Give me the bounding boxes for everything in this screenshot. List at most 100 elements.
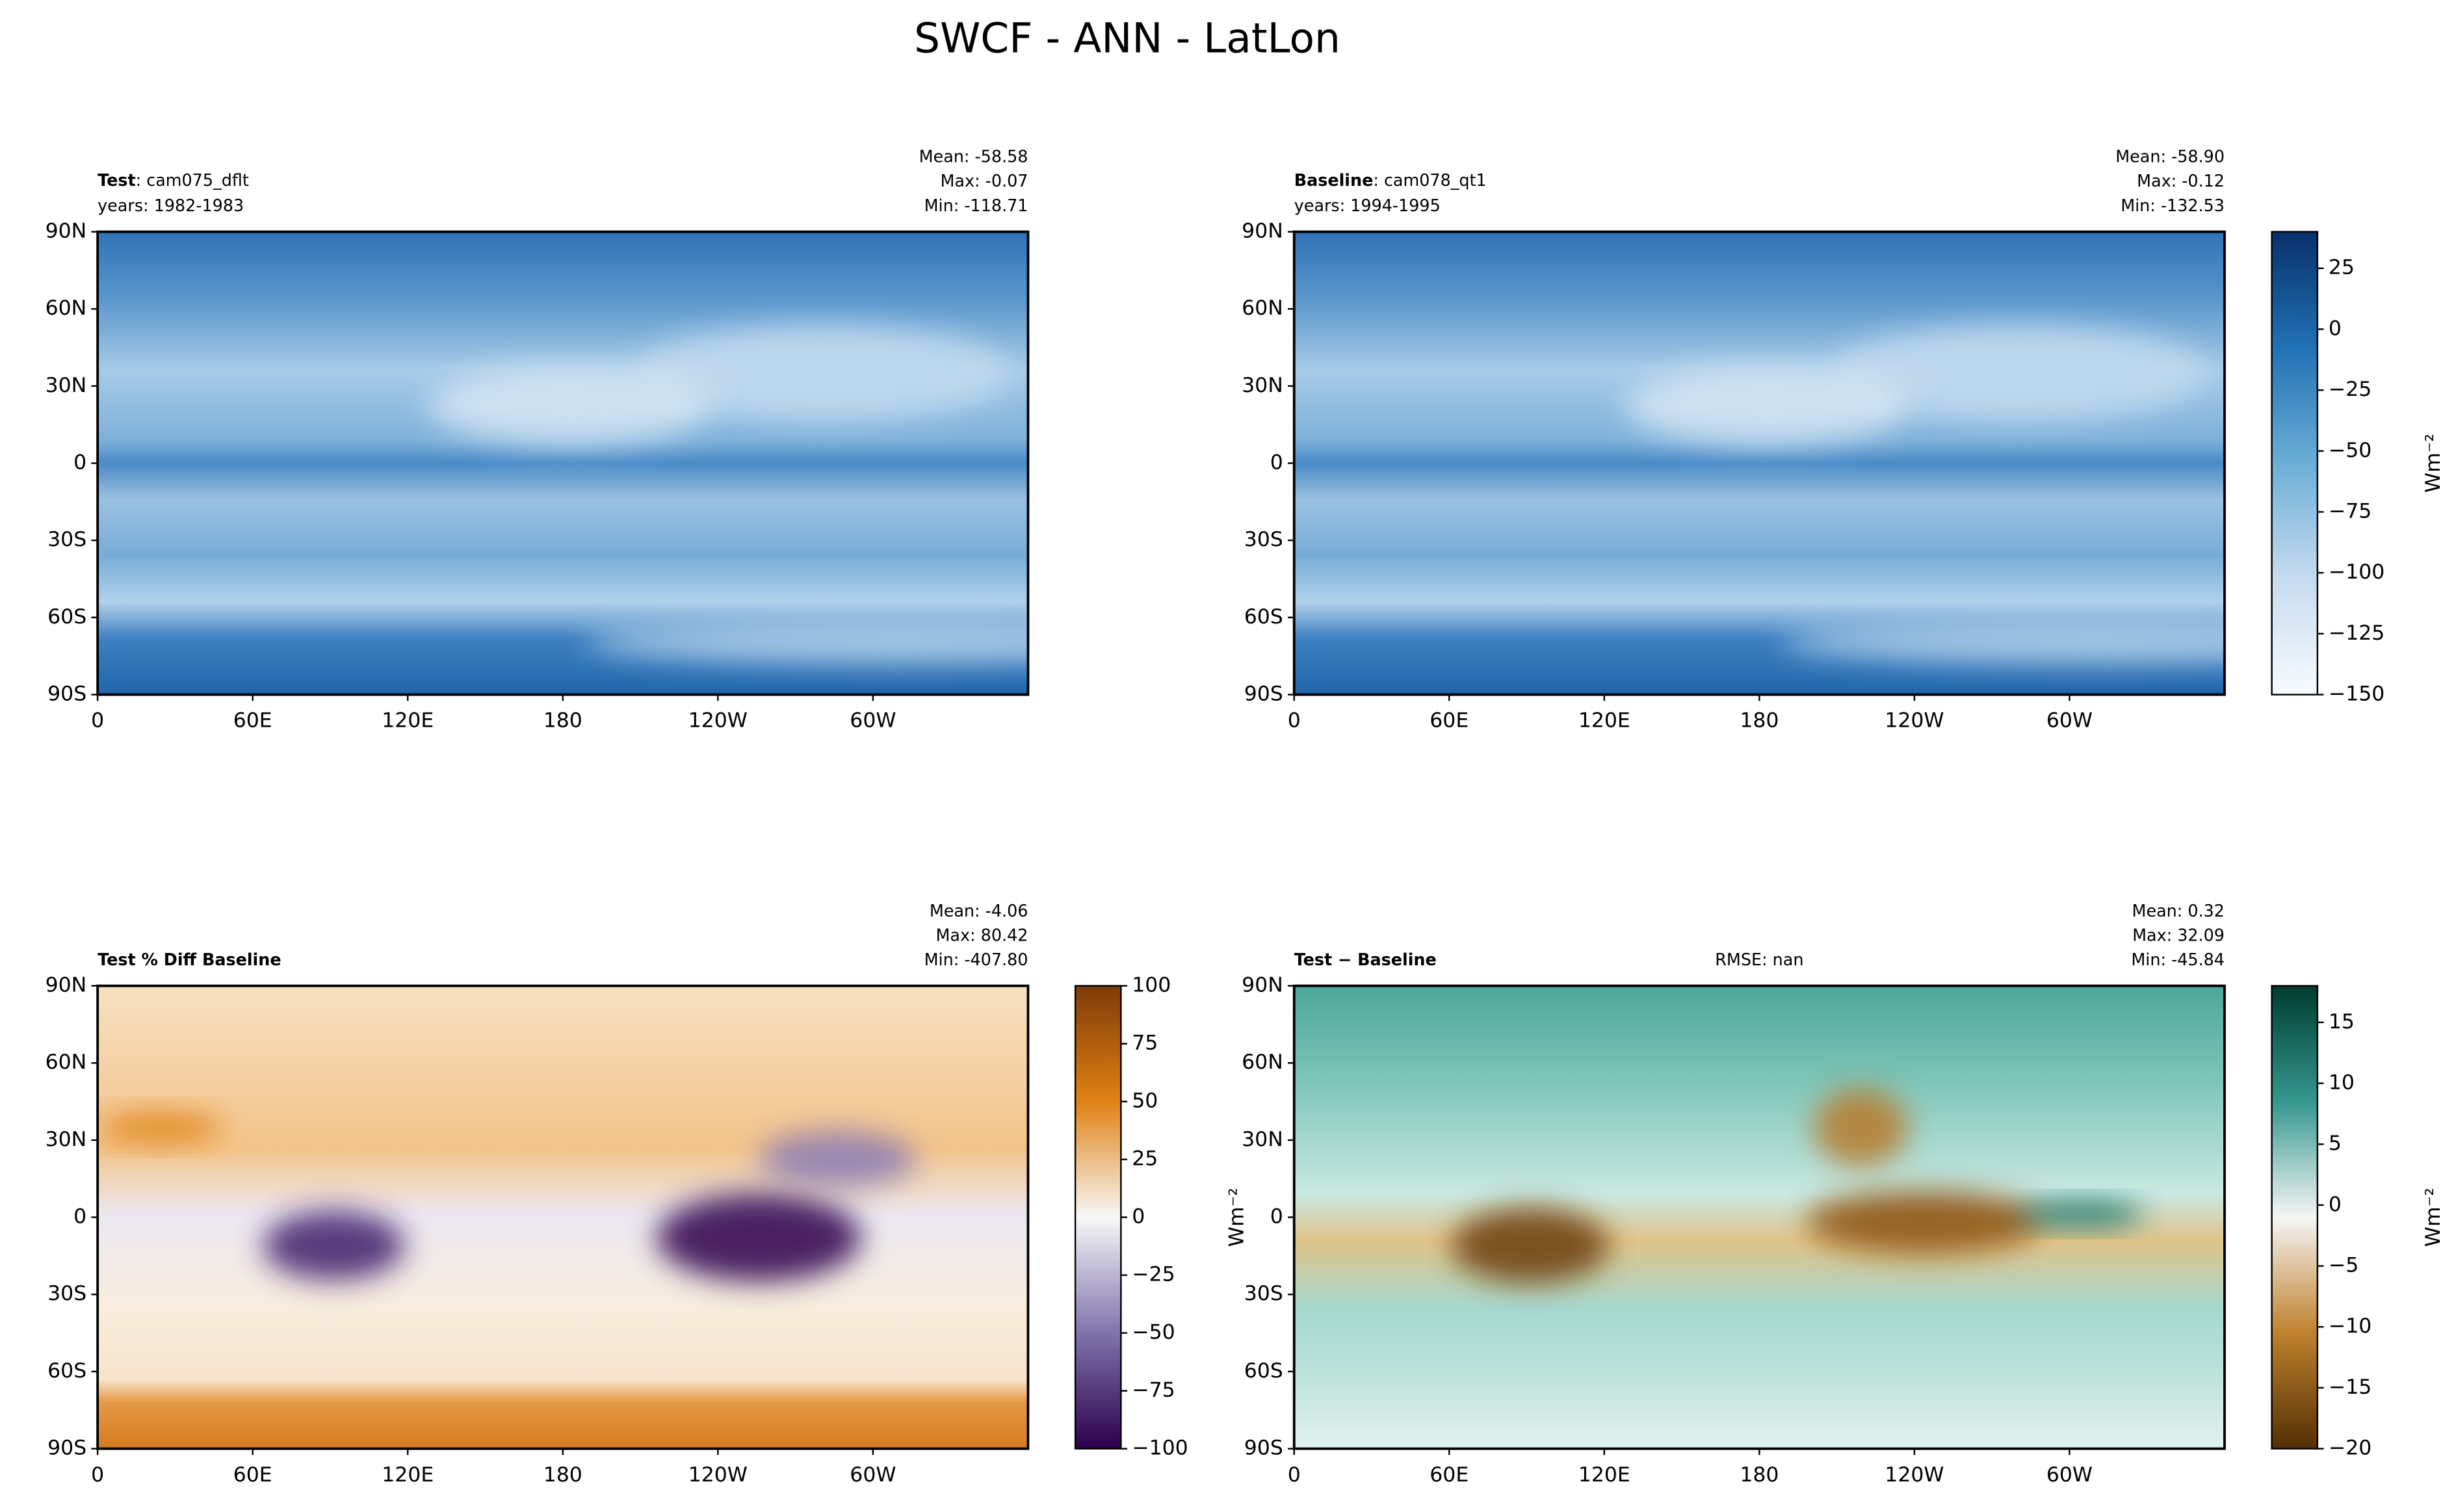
panel-stat: Min: -407.80 bbox=[924, 950, 1028, 969]
colorbar-label: Wm⁻² bbox=[1225, 1188, 1249, 1247]
map-field bbox=[1294, 231, 2225, 695]
map-panel: 0 60E 120E 180 120W 60W 90S 60S 30S 0 30N 60N 90N Tes… bbox=[1242, 901, 2445, 1487]
y-tick-label: 90N bbox=[46, 220, 87, 243]
colorbar-tick-label: −75 bbox=[1132, 1379, 1175, 1402]
y-tick-label: 60S bbox=[47, 605, 86, 629]
panel-title: Test − Baseline bbox=[1294, 950, 1437, 969]
x-tick-label: 120E bbox=[382, 709, 434, 733]
x-tick-label: 60W bbox=[850, 709, 896, 733]
y-tick-label: 60N bbox=[1242, 296, 1283, 320]
x-tick-label: 0 bbox=[91, 709, 104, 733]
field-feature bbox=[1805, 1190, 2043, 1254]
map-panel: 0 60E 120E 180 120W 60W 90S 60S 30S 0 30N 60N 90N Bas… bbox=[1242, 147, 2445, 733]
panel-stat: Mean: -58.90 bbox=[2115, 147, 2225, 166]
y-tick-label: 90N bbox=[1242, 220, 1283, 243]
y-tick-label: 60N bbox=[46, 1050, 87, 1074]
y-tick-label: 30S bbox=[47, 528, 86, 551]
colorbar-tick-label: −5 bbox=[2329, 1254, 2358, 1277]
panel-stat: Max: 80.42 bbox=[936, 925, 1028, 945]
y-tick-label: 60S bbox=[1244, 1359, 1283, 1383]
panel-title: Baseline: cam078_qt1 bbox=[1294, 170, 1487, 190]
colorbar-tick-label: 0 bbox=[2329, 317, 2342, 340]
y-tick-label: 60S bbox=[1244, 605, 1283, 629]
x-tick-label: 120E bbox=[1578, 709, 1630, 733]
y-tick-label: 0 bbox=[1270, 1205, 1283, 1229]
y-tick-label: 90S bbox=[1244, 683, 1283, 706]
field-feature bbox=[656, 1193, 861, 1282]
colorbar-tick-label: 50 bbox=[1132, 1089, 1158, 1113]
panel-stat: Mean: -4.06 bbox=[930, 901, 1028, 920]
y-tick-label: 30S bbox=[1244, 1282, 1283, 1305]
panel-stat: Min: -45.84 bbox=[2131, 950, 2225, 969]
map-field bbox=[1294, 985, 2225, 1449]
y-tick-label: 0 bbox=[73, 451, 86, 475]
colorbar-tick-label: 25 bbox=[1132, 1147, 1158, 1171]
x-tick-label: 180 bbox=[543, 709, 582, 733]
colorbar-tick-label: −50 bbox=[1132, 1321, 1175, 1344]
x-tick-label: 60W bbox=[2046, 709, 2093, 733]
colorbar-tick-label: −125 bbox=[2329, 621, 2384, 645]
field-feature bbox=[2018, 1201, 2145, 1227]
colorbar-tick-label: −10 bbox=[2329, 1314, 2371, 1338]
panel-subtitle: years: 1994-1995 bbox=[1294, 196, 1441, 215]
y-tick-label: 90S bbox=[1244, 1437, 1283, 1460]
colorbar-tick-label: 15 bbox=[2329, 1010, 2355, 1034]
colorbar-tick-label: 5 bbox=[2329, 1132, 2342, 1155]
y-tick-label: 0 bbox=[1270, 451, 1283, 475]
field-feature bbox=[1829, 326, 2208, 421]
panel-title: Test % Diff Baseline bbox=[98, 950, 281, 969]
panel-stat: Mean: 0.32 bbox=[2132, 901, 2225, 920]
y-tick-label: 0 bbox=[73, 1205, 86, 1229]
panel-title-rest: : cam075_dflt bbox=[136, 170, 249, 190]
x-tick-label: 0 bbox=[1288, 1463, 1301, 1487]
colorbar-tick-label: 100 bbox=[1132, 974, 1171, 997]
y-tick-label: 90N bbox=[46, 974, 87, 997]
field-background bbox=[1294, 231, 2225, 695]
panel-title-bold: Test % Diff Baseline bbox=[98, 950, 281, 969]
colorbar-tick-label: 0 bbox=[1132, 1205, 1145, 1229]
colorbar-label: Wm⁻² bbox=[2422, 434, 2445, 493]
x-tick-label: 60E bbox=[1430, 709, 1469, 733]
colorbar-tick-label: −25 bbox=[1132, 1263, 1175, 1286]
colorbar-tick-label: −75 bbox=[2329, 499, 2371, 523]
panel-stat: Max: -0.07 bbox=[941, 171, 1028, 190]
colorbar bbox=[2271, 985, 2319, 1450]
field-feature bbox=[633, 326, 1011, 421]
x-tick-label: 0 bbox=[1288, 709, 1301, 733]
map-field bbox=[98, 231, 1028, 695]
colorbar-tick-label: −100 bbox=[1132, 1437, 1188, 1460]
y-tick-label: 90S bbox=[47, 683, 86, 706]
field-background bbox=[98, 985, 1028, 1449]
colorbar-tick-label: 0 bbox=[2329, 1193, 2342, 1216]
x-tick-label: 0 bbox=[91, 1463, 104, 1487]
x-tick-label: 180 bbox=[543, 1463, 582, 1487]
panel-stat: Mean: -58.58 bbox=[919, 147, 1028, 166]
x-tick-label: 120W bbox=[688, 1463, 748, 1487]
panel-subtitle: years: 1982-1983 bbox=[98, 196, 244, 215]
colorbar-tick-label: 10 bbox=[2329, 1071, 2355, 1094]
y-tick-label: 60N bbox=[46, 296, 87, 320]
x-tick-label: 60W bbox=[850, 1463, 896, 1487]
panel-title-bold: Test − Baseline bbox=[1294, 950, 1437, 969]
panel-title: Test: cam075_dflt bbox=[98, 170, 249, 190]
x-tick-label: 120W bbox=[688, 709, 748, 733]
field-feature bbox=[586, 619, 1028, 664]
x-tick-label: 120E bbox=[382, 1463, 434, 1487]
colorbar-tick-label: −100 bbox=[2329, 560, 2384, 584]
map-panel: 0 60E 120E 180 120W 60W 90S 60S 30S 0 30N 60N 90N Tes… bbox=[46, 901, 1249, 1487]
y-tick-label: 90S bbox=[47, 1437, 86, 1460]
panel-stat: Max: 32.09 bbox=[2132, 925, 2225, 945]
field-feature bbox=[263, 1210, 405, 1281]
colorbar-tick-label: −50 bbox=[2329, 439, 2371, 462]
x-tick-label: 60E bbox=[1430, 1463, 1469, 1487]
x-tick-label: 120W bbox=[1885, 1463, 1944, 1487]
colorbar-label: Wm⁻² bbox=[2422, 1188, 2445, 1247]
panel-title-bold: Test bbox=[98, 170, 135, 190]
panel-stat: Min: -132.53 bbox=[2121, 196, 2225, 215]
panel-annotation: RMSE: nan bbox=[1715, 950, 1803, 969]
x-tick-label: 60E bbox=[233, 1463, 272, 1487]
y-tick-label: 30N bbox=[1242, 374, 1283, 397]
y-tick-label: 60S bbox=[47, 1359, 86, 1383]
y-tick-label: 90N bbox=[1242, 974, 1283, 997]
